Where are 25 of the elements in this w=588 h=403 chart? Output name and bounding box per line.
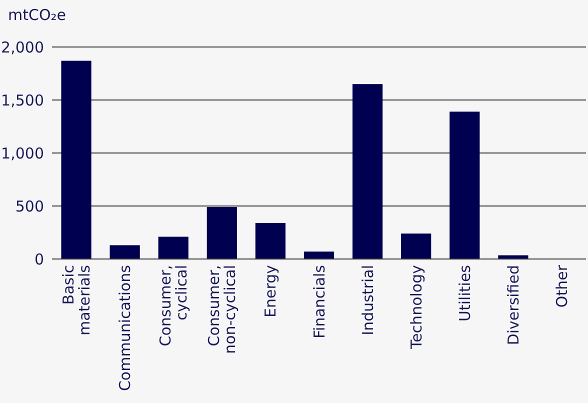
bar [158, 236, 188, 259]
y-axis-title: mtCO₂e [8, 6, 66, 24]
x-tick-label: Industrial [358, 265, 377, 336]
x-tick-label: Consumer, cyclical [156, 265, 191, 346]
x-tick-label: Energy [262, 264, 280, 318]
x-tick-label: Basic materials [60, 264, 94, 336]
x-tick-label: Communications [116, 264, 134, 392]
bar [61, 60, 92, 259]
y-tick-label: 2,000 [1, 38, 44, 56]
x-tick-label: Technology [407, 264, 426, 350]
bar [110, 245, 140, 259]
bar [450, 112, 480, 259]
bar [401, 234, 432, 259]
bar [304, 252, 334, 259]
y-tick-label: 1,000 [1, 144, 44, 162]
x-tick-label: Utilities [456, 264, 474, 322]
x-tick-label: Other [552, 264, 571, 308]
bar [255, 222, 286, 259]
y-tick-label: 500 [15, 197, 44, 216]
bar [352, 84, 383, 259]
y-tick-label: 1,500 [1, 91, 44, 110]
y-tick-label: 0 [34, 250, 44, 268]
bar [206, 207, 237, 259]
x-tick-label: Financials [310, 264, 328, 338]
x-tick-label: Diversified [504, 265, 522, 346]
